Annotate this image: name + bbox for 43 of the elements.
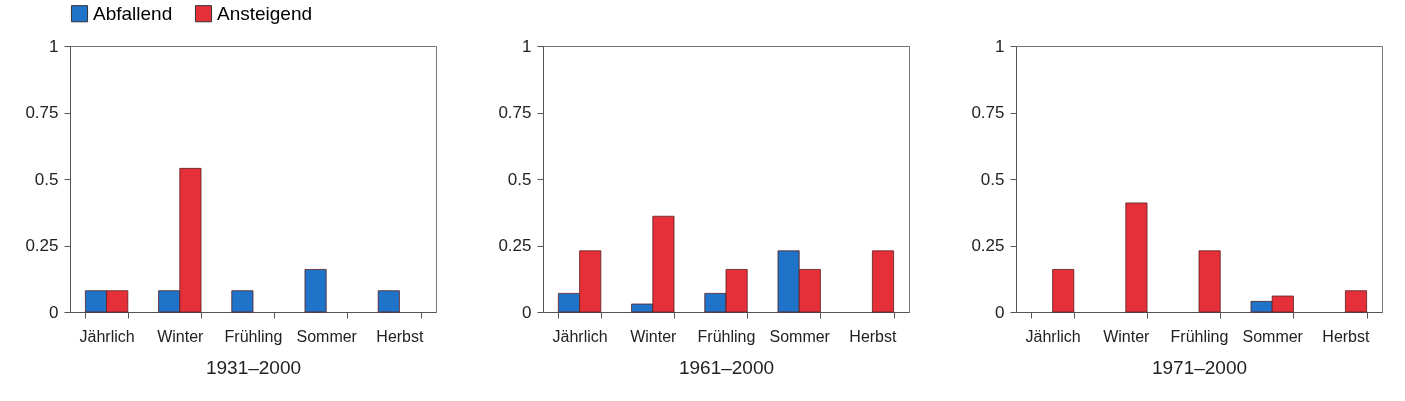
x-axis-title: 1931–2000 (205, 356, 302, 378)
bar (1125, 202, 1148, 313)
y-tick-label: 0.5 (34, 169, 59, 189)
x-tick-label: Frühling (1170, 327, 1229, 345)
y-tick-label: 0.75 (25, 103, 59, 122)
y-tick-label: 1 (49, 36, 59, 56)
x-tick-label: Frühling (697, 327, 756, 345)
y-tick-label: 0.75 (498, 103, 532, 122)
y-tick-label: 0.5 (507, 169, 532, 189)
x-tick-label: Sommer (1242, 327, 1304, 345)
legend-label: Ansteigend (217, 2, 313, 24)
y-tick-label: 0.75 (971, 103, 1005, 122)
bar (872, 250, 895, 313)
x-tick-label: Sommer (769, 327, 831, 345)
y-tick-label: 0 (49, 302, 59, 322)
y-tick-label: 0.25 (498, 236, 532, 255)
x-tick-label: Frühling (224, 327, 283, 345)
bar (1345, 290, 1368, 313)
y-tick-label: 0 (522, 302, 532, 322)
y-tick-label: 0 (995, 302, 1005, 322)
y-tick-label: 0.5 (980, 169, 1005, 189)
x-tick-label: Herbst (376, 327, 425, 345)
bar (304, 269, 327, 313)
y-tick-label: 0.25 (25, 236, 59, 255)
x-tick-label: Winter (1103, 327, 1151, 345)
x-axis-title: 1961–2000 (678, 356, 775, 378)
bar (1052, 269, 1075, 313)
x-axis-title: 1971–2000 (1151, 356, 1248, 378)
x-tick-label: Jährlich (79, 327, 135, 345)
x-tick-label: Herbst (1322, 327, 1371, 345)
bar (1198, 250, 1221, 313)
x-tick-label: Herbst (849, 327, 898, 345)
x-tick-label: Jährlich (1025, 327, 1081, 345)
bar (231, 290, 254, 313)
x-tick-label: Winter (630, 327, 678, 345)
y-tick-label: 1 (995, 36, 1005, 56)
bar (377, 290, 400, 313)
x-tick-label: Winter (157, 327, 205, 345)
x-tick-label: Jährlich (552, 327, 608, 345)
y-tick-label: 1 (522, 36, 532, 56)
y-tick-label: 0.25 (971, 236, 1005, 255)
legend-label: Abfallend (93, 2, 173, 24)
x-tick-label: Sommer (296, 327, 358, 345)
